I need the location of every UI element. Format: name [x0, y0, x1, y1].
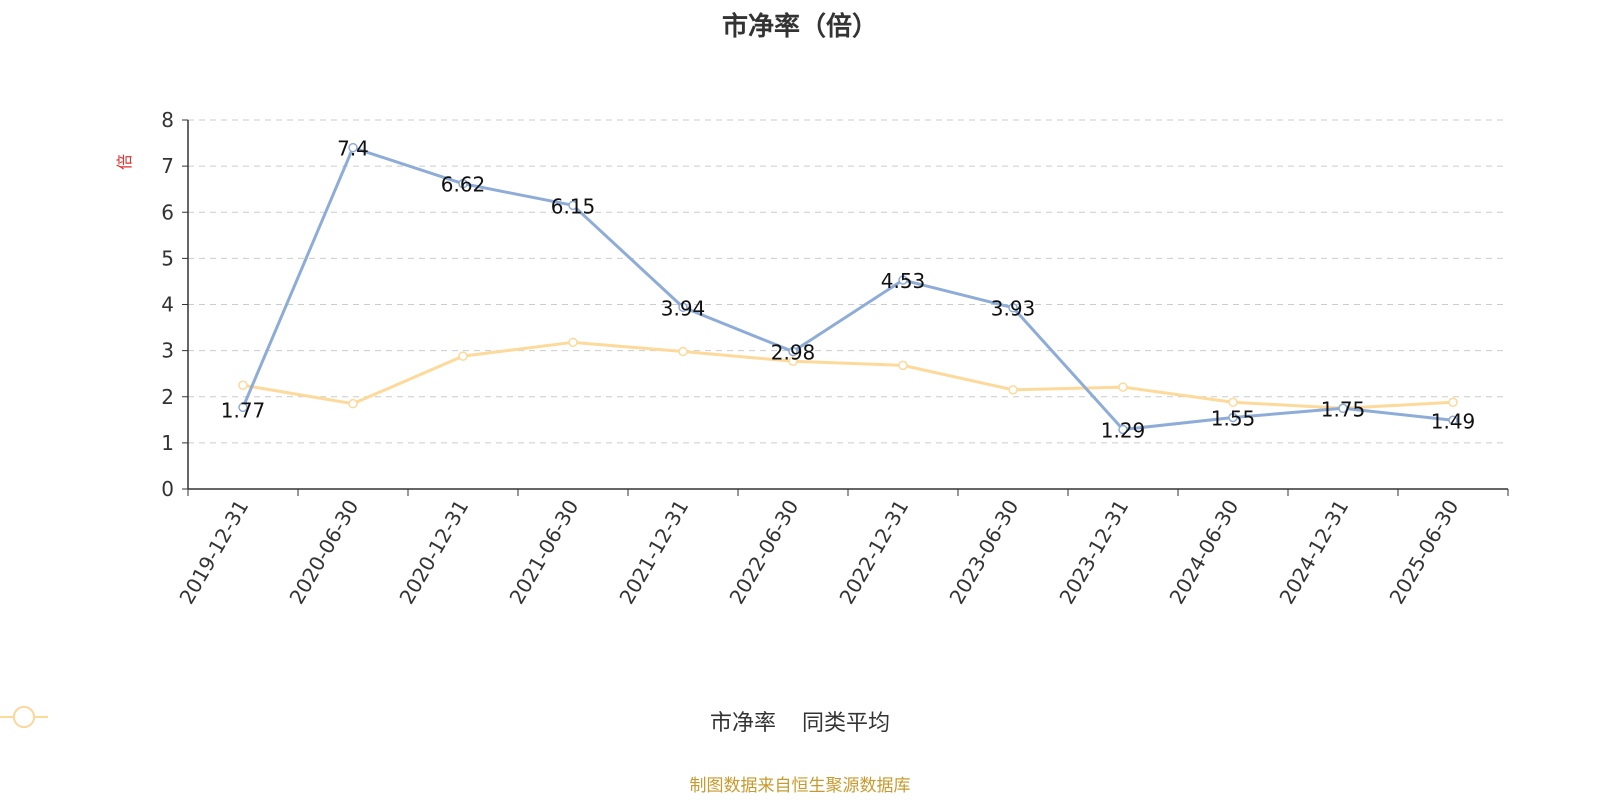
data-label: 3.93	[991, 297, 1036, 321]
x-tick-label: 2025-06-30	[1384, 496, 1463, 609]
data-point	[568, 200, 578, 211]
y-tick-label: 4	[161, 293, 174, 317]
data-point	[788, 356, 798, 366]
y-tick-label: 7	[161, 154, 174, 178]
data-label: 3.94	[661, 296, 706, 320]
x-tick-label: 2022-12-31	[834, 496, 913, 609]
data-label: 1.55	[1211, 407, 1256, 431]
data-point	[348, 398, 358, 409]
data-point	[678, 346, 688, 357]
data-point	[238, 402, 248, 413]
data-point	[898, 360, 908, 371]
chart-title: 市净率（倍）	[721, 12, 878, 42]
legend-marker-icon	[0, 706, 48, 728]
x-tick-label: 2021-06-30	[504, 496, 583, 609]
data-point	[458, 351, 468, 361]
data-label: 1.29	[1101, 418, 1146, 442]
y-tick-label: 1	[161, 431, 174, 455]
data-label: 1.77	[221, 398, 266, 422]
legend-label: 同类平均	[802, 711, 891, 736]
series-line-1	[242, 340, 1454, 410]
data-point	[238, 380, 248, 390]
data-point	[1228, 397, 1238, 408]
x-tick-label: 2024-12-31	[1274, 496, 1353, 609]
x-tick-label: 2020-06-30	[284, 496, 363, 609]
data-point	[458, 178, 468, 189]
data-point	[1118, 382, 1128, 392]
y-axis-label: 倍	[115, 154, 134, 170]
x-tick-label: 2022-06-30	[724, 496, 803, 609]
legend: 市净率 同类平均	[0, 705, 1600, 737]
y-tick-label: 8	[161, 108, 174, 132]
data-point	[898, 275, 908, 285]
data-label: 1.75	[1321, 397, 1366, 421]
legend-label: 市净率	[709, 711, 776, 736]
data-point	[788, 346, 798, 357]
source-note: 制图数据来自恒生聚源数据库	[689, 776, 911, 796]
data-label: 1.49	[1431, 409, 1476, 433]
data-point	[1448, 397, 1458, 408]
x-tick-label: 2023-06-30	[944, 496, 1023, 609]
data-label: 4.53	[881, 269, 926, 293]
data-point	[678, 302, 688, 313]
y-tick-label: 2	[161, 385, 174, 409]
data-label: 7.4	[337, 137, 369, 161]
data-point	[1008, 385, 1018, 395]
data-label: 2.98	[771, 341, 816, 365]
data-label: 6.62	[441, 173, 486, 197]
data-point	[568, 337, 578, 348]
x-tick-label: 2023-12-31	[1054, 496, 1133, 609]
y-tick-label: 3	[161, 339, 174, 363]
data-point	[1228, 412, 1238, 423]
y-tick-label: 6	[161, 200, 174, 224]
data-point	[1008, 302, 1018, 313]
data-point	[348, 142, 358, 153]
data-point	[1118, 424, 1128, 435]
y-tick-label: 0	[161, 477, 174, 501]
data-point	[1448, 415, 1458, 426]
data-label: 6.15	[551, 194, 596, 218]
legend-item-0[interactable]: 市净率	[0, 705, 776, 737]
series-line-0	[241, 146, 1454, 431]
legend-item-1[interactable]: 同类平均	[0, 705, 891, 737]
data-point	[1338, 403, 1348, 414]
x-tick-label: 2021-12-31	[614, 496, 693, 609]
x-tick-label: 2024-06-30	[1164, 496, 1243, 609]
y-tick-label: 5	[161, 246, 174, 270]
x-tick-label: 2019-12-31	[174, 496, 253, 609]
x-tick-label: 2020-12-31	[394, 496, 473, 609]
